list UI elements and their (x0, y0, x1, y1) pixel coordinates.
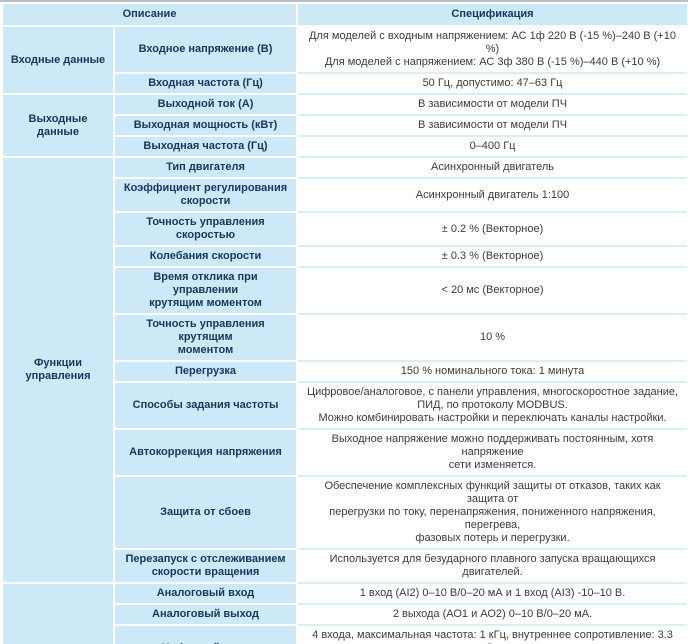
table-row: Точность управления крутящим моментом 10… (3, 315, 688, 362)
table-row: Способы задания частоты Цифровое/аналого… (3, 383, 688, 430)
param-label-cell: Аналоговый вход (115, 584, 299, 605)
specification-table: Описание Спецификация Входные данные Вхо… (3, 4, 688, 644)
group-output-data: Выходные данные (3, 95, 115, 158)
spec-value-cell: Обеспечение комплексных функций защиты о… (298, 477, 688, 550)
spec-value-cell: 1 вход (AI2) 0–10 В/0–20 мА и 1 вход (AI… (298, 584, 688, 605)
param-label-cell: Выходная мощность (кВт) (115, 116, 299, 137)
table-row: Цифровой вход 4 входа, максимальная част… (3, 626, 688, 644)
table-row: Функции управления Тип двигателя Асинхро… (3, 158, 688, 584)
spec-value-cell: 2 выхода (АО1 и АО2) 0–10 В/0–20 мА. (298, 605, 688, 626)
spec-value-cell: 50 Гц, допустимо: 47–63 Гц (298, 74, 688, 95)
table-row: Выходная частота (Гц) 0–400 Гц (3, 137, 688, 158)
table-row: Входные данные Входное напряжение (В) Дл… (3, 27, 688, 95)
spec-value-cell: В зависимости от модели ПЧ (298, 116, 688, 137)
param-label-cell: Тип двигателя (115, 158, 299, 179)
param-label-cell: Защита от сбоев (115, 477, 299, 550)
param-label-cell: Аналоговый выход (115, 605, 299, 626)
table-row: Внешние подключения Аналоговый вход 1 вх… (3, 584, 688, 644)
spec-value-cell: Асинхронный двигатель 1:100 (298, 179, 688, 213)
top-divider (0, 0, 688, 2)
spec-value-cell: Для моделей с входным напряжением: АС 1ф… (298, 27, 688, 74)
spec-value-cell: < 20 мс (Векторное) (298, 268, 688, 315)
table-row: Время отклика при управлении крутящим мо… (3, 268, 688, 315)
group-input-data: Входные данные (3, 27, 115, 95)
table-row: Входная частота (Гц) 50 Гц, допустимо: 4… (3, 74, 688, 95)
param-label-cell: Перегрузка (115, 362, 299, 383)
spec-value-cell: 4 входа, максимальная частота: 1 кГц, вн… (298, 626, 688, 644)
param-label-cell: Точность управления крутящим моментом (115, 315, 299, 362)
table-row: Перегрузка 150 % номинального тока: 1 ми… (3, 362, 688, 383)
spec-value-cell: 0–400 Гц (298, 137, 688, 158)
param-label-cell: Входная частота (Гц) (115, 74, 299, 95)
spec-value-cell: ± 0.2 % (Векторное) (298, 213, 688, 247)
header-description: Описание (3, 4, 299, 27)
spec-value-cell: Асинхронный двигатель (298, 158, 688, 179)
table-row: Выходная мощность (кВт) В зависимости от… (3, 116, 688, 137)
table-row: Защита от сбоев Обеспечение комплексных … (3, 477, 688, 550)
param-label-cell: Выходная частота (Гц) (115, 137, 299, 158)
param-label-cell: Входное напряжение (В) (115, 27, 299, 74)
table-row: Аналоговый выход 2 выхода (АО1 и АО2) 0–… (3, 605, 688, 626)
table-row: Колебания скорости ± 0.3 % (Векторное) (3, 247, 688, 268)
param-label-cell: Коэффициент регулирования скорости (115, 179, 299, 213)
param-label-cell: Автокоррекция напряжения (115, 430, 299, 477)
param-label-cell: Колебания скорости (115, 247, 299, 268)
param-label-cell: Точность управления скоростью (115, 213, 299, 247)
spec-value-cell: Выходное напряжение можно поддерживать п… (298, 430, 688, 477)
param-label-cell: Время отклика при управлении крутящим мо… (115, 268, 299, 315)
spec-value-cell: ± 0.3 % (Векторное) (298, 247, 688, 268)
param-label-cell: Способы задания частоты (115, 383, 299, 430)
spec-value-cell: Цифровое/аналоговое, с панели управления… (298, 383, 688, 430)
spec-value-cell: 150 % номинального тока: 1 минута (298, 362, 688, 383)
param-label-cell: Цифровой вход (115, 626, 299, 644)
table-row: Перезапуск с отслеживанием скорости вращ… (3, 550, 688, 584)
table-row: Выходные данные Выходной ток (А) В завис… (3, 95, 688, 158)
group-external-connections: Внешние подключения (3, 584, 115, 644)
header-row: Описание Спецификация (3, 4, 688, 27)
param-label-cell: Выходной ток (А) (115, 95, 299, 116)
table-row: Автокоррекция напряжения Выходное напряж… (3, 430, 688, 477)
header-specification: Спецификация (298, 4, 688, 27)
table-row: Коэффициент регулирования скорости Асинх… (3, 179, 688, 213)
group-control-functions: Функции управления (3, 158, 115, 584)
spec-value-cell: В зависимости от модели ПЧ (298, 95, 688, 116)
table-row: Точность управления скоростью ± 0.2 % (В… (3, 213, 688, 247)
spec-value-cell: 10 % (298, 315, 688, 362)
spec-value-cell: Используется для безударного плавного за… (298, 550, 688, 584)
param-label-cell: Перезапуск с отслеживанием скорости вращ… (115, 550, 299, 584)
